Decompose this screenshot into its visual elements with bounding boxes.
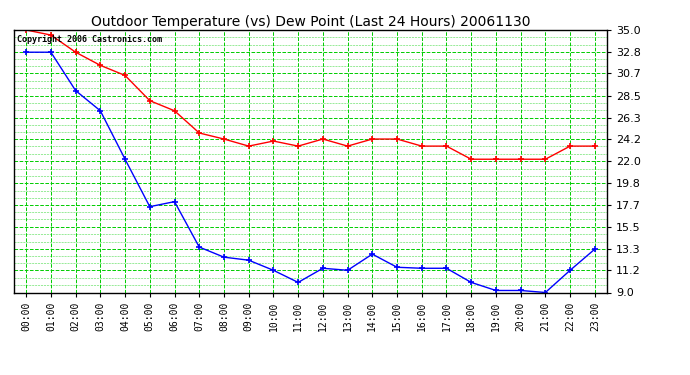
Title: Outdoor Temperature (vs) Dew Point (Last 24 Hours) 20061130: Outdoor Temperature (vs) Dew Point (Last…: [91, 15, 530, 29]
Text: Copyright 2006 Castronics.com: Copyright 2006 Castronics.com: [17, 35, 161, 44]
